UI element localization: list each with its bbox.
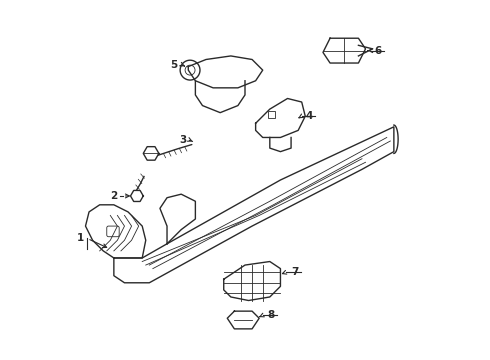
- Bar: [268, 111, 275, 118]
- Text: 5: 5: [171, 60, 178, 70]
- Text: 3: 3: [179, 135, 187, 145]
- Text: 1: 1: [76, 234, 84, 243]
- Text: 2: 2: [110, 191, 118, 201]
- Text: 4: 4: [305, 111, 313, 121]
- Text: 7: 7: [291, 267, 298, 277]
- Text: 8: 8: [267, 310, 274, 320]
- Text: 6: 6: [374, 46, 382, 56]
